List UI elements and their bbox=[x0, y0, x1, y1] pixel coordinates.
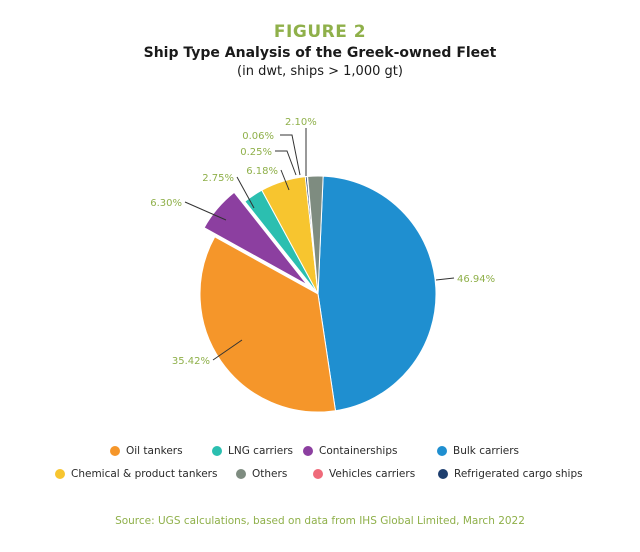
legend-label: Chemical & product tankers bbox=[71, 468, 218, 480]
data-label: 0.06% bbox=[242, 131, 274, 142]
leader-line bbox=[212, 339, 243, 361]
legend-label: Refrigerated cargo ships bbox=[454, 468, 583, 480]
legend-item: Chemical & product tankers bbox=[55, 468, 217, 480]
data-label: 2.75% bbox=[202, 173, 234, 184]
legend-label: Others bbox=[252, 468, 288, 480]
legend-item: Containerships bbox=[303, 445, 398, 457]
legend-swatch bbox=[212, 446, 222, 456]
legend-swatch bbox=[438, 469, 448, 479]
legend-item: Refrigerated cargo ships bbox=[438, 468, 583, 480]
figure-label: FIGURE 2 bbox=[273, 22, 367, 42]
leader-line bbox=[280, 134, 301, 176]
legend-label: Oil tankers bbox=[126, 445, 183, 457]
legend-swatch bbox=[236, 469, 246, 479]
pie-slice-bulk-carriers bbox=[317, 175, 437, 412]
legend-item: Bulk carriers bbox=[437, 445, 519, 457]
legend-swatch bbox=[110, 446, 120, 456]
leader-line bbox=[184, 201, 227, 221]
source-note: Source: UGS calculations, based on data … bbox=[115, 515, 525, 527]
legend-item: Oil tankers bbox=[110, 445, 183, 457]
chart-subtitle: (in dwt, ships > 1,000 gt) bbox=[237, 64, 403, 79]
leader-line bbox=[275, 150, 297, 176]
pie-slice-others bbox=[307, 175, 324, 295]
legend-item: LNG carriers bbox=[212, 445, 293, 457]
pie-slice-oil-tankers bbox=[199, 236, 337, 413]
legend-swatch bbox=[437, 446, 447, 456]
data-label: 2.10% bbox=[285, 117, 317, 128]
legend-swatch bbox=[303, 446, 313, 456]
legend-label: LNG carriers bbox=[228, 445, 293, 457]
legend-label: Vehicles carriers bbox=[329, 468, 416, 480]
chart-title: Ship Type Analysis of the Greek-owned Fl… bbox=[143, 45, 497, 61]
pie-slice-containerships bbox=[203, 191, 308, 286]
leader-line bbox=[236, 176, 255, 209]
data-label: 6.18% bbox=[246, 166, 278, 177]
data-label: 35.42% bbox=[172, 356, 210, 367]
legend-item: Vehicles carriers bbox=[313, 468, 415, 480]
data-label: 6.30% bbox=[150, 198, 182, 209]
data-label: 46.94% bbox=[457, 274, 495, 285]
legend-label: Bulk carriers bbox=[453, 445, 520, 457]
legend-swatch bbox=[313, 469, 323, 479]
data-label: 0.25% bbox=[240, 147, 272, 158]
legend-label: Containerships bbox=[319, 445, 398, 457]
leader-line bbox=[435, 277, 455, 281]
leader-line bbox=[280, 169, 290, 191]
legend-item: Others bbox=[236, 468, 287, 480]
legend-swatch bbox=[55, 469, 65, 479]
